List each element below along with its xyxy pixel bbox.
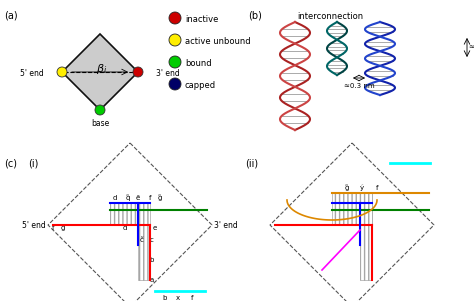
Text: (b): (b) (248, 10, 262, 20)
Text: g̃: g̃ (345, 185, 349, 191)
Text: active unbound: active unbound (185, 36, 251, 45)
Text: d: d (123, 225, 127, 231)
Text: bound: bound (185, 58, 211, 67)
Bar (138, 225, 150, 280)
Text: (a): (a) (4, 10, 18, 20)
Text: g̃: g̃ (158, 195, 162, 201)
Bar (110, 203, 150, 225)
Text: q̃: q̃ (126, 195, 130, 201)
Circle shape (169, 78, 181, 90)
Circle shape (95, 105, 105, 115)
Text: f: f (149, 195, 151, 201)
Text: a: a (150, 277, 154, 283)
Text: ≈0.3 nm: ≈0.3 nm (344, 83, 374, 89)
Text: b: b (163, 295, 167, 301)
Text: capped: capped (185, 80, 216, 89)
Bar (360, 225, 372, 280)
Circle shape (169, 12, 181, 24)
Polygon shape (62, 34, 138, 110)
Text: (c): (c) (4, 158, 17, 168)
Text: interconnection: interconnection (297, 12, 363, 21)
Text: 5' end: 5' end (20, 69, 44, 77)
Text: inactive: inactive (185, 14, 219, 23)
Circle shape (169, 56, 181, 68)
Text: ỹ: ỹ (360, 185, 364, 191)
Text: (ii): (ii) (245, 158, 258, 168)
Circle shape (133, 67, 143, 77)
Text: e: e (153, 225, 157, 231)
Circle shape (57, 67, 67, 77)
Text: c: c (150, 237, 154, 243)
Text: $\beta_i$: $\beta_i$ (96, 62, 108, 76)
Text: 3' end: 3' end (156, 69, 180, 77)
Text: f: f (376, 185, 378, 191)
Text: x: x (176, 295, 180, 301)
Text: g: g (61, 225, 65, 231)
Text: f: f (191, 295, 193, 301)
Text: f: f (52, 225, 54, 231)
Text: d: d (113, 195, 117, 201)
Text: ≈0.2 nm: ≈0.2 nm (469, 44, 474, 50)
Text: 5' end: 5' end (22, 221, 46, 229)
Text: b: b (150, 257, 154, 263)
Text: base: base (91, 119, 109, 128)
Text: c̃: c̃ (140, 237, 144, 243)
Text: (i): (i) (28, 158, 38, 168)
Bar (332, 193, 372, 225)
Text: ẽ: ẽ (136, 195, 140, 201)
Text: 3' end: 3' end (214, 221, 238, 229)
Circle shape (169, 34, 181, 46)
